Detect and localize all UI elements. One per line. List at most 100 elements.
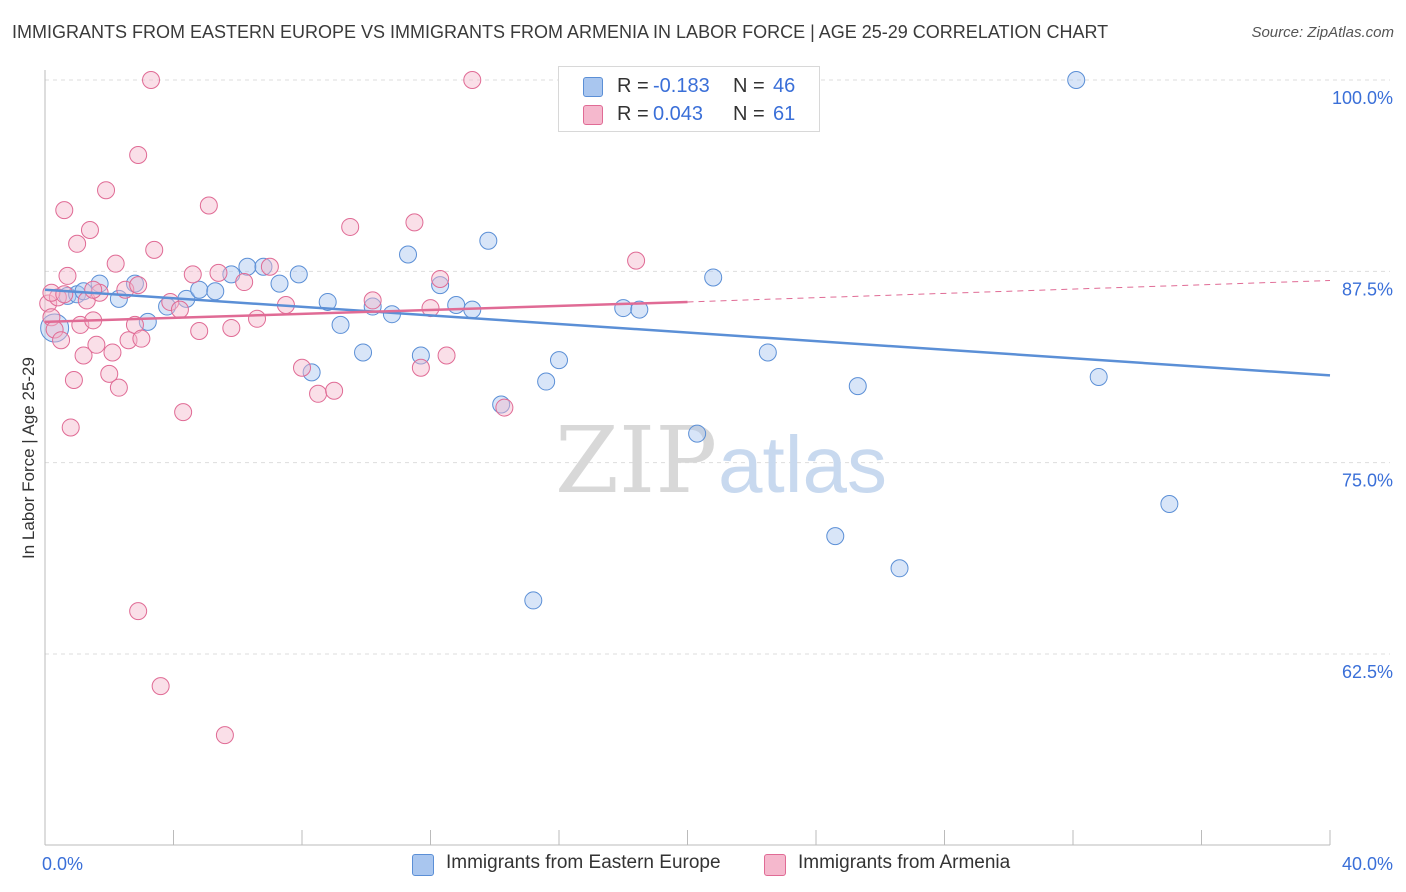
point-eastern-europe — [254, 257, 273, 276]
point-armenia — [437, 346, 456, 365]
bottom-legend-swatch-blue — [412, 854, 434, 876]
point-armenia — [55, 285, 74, 304]
point-armenia — [87, 335, 106, 354]
bottom-legend-label: Immigrants from Armenia — [798, 852, 1011, 873]
point-eastern-europe — [1067, 71, 1086, 89]
point-eastern-europe — [826, 527, 845, 546]
legend-n-value: 46 — [773, 75, 796, 97]
point-eastern-europe — [302, 363, 321, 382]
chart-title: IMMIGRANTS FROM EASTERN EUROPE VS IMMIGR… — [12, 22, 1109, 42]
point-eastern-europe — [289, 265, 308, 284]
point-armenia — [260, 257, 279, 276]
point-eastern-europe — [630, 300, 649, 319]
point-armenia — [431, 269, 450, 288]
point-armenia — [74, 346, 93, 365]
point-eastern-europe — [848, 377, 867, 396]
trend-line-armenia — [44, 300, 688, 324]
point-armenia — [248, 309, 267, 328]
point-eastern-europe — [354, 343, 373, 362]
point-eastern-europe — [399, 245, 418, 264]
legend-n-label: N = — [733, 103, 765, 125]
point-armenia — [55, 201, 74, 220]
point-armenia — [215, 726, 234, 745]
point-armenia — [142, 71, 161, 89]
y-tick-label: 75.0% — [1342, 471, 1393, 491]
point-armenia — [325, 381, 344, 400]
point-eastern-europe — [704, 268, 723, 287]
point-eastern-europe — [688, 424, 707, 443]
trend-line-eastern-europe — [44, 288, 1331, 377]
y-tick-label: 100.0% — [1332, 88, 1393, 108]
point-armenia — [199, 196, 218, 215]
x-tick-label: 0.0% — [42, 854, 83, 874]
point-eastern-europe — [447, 296, 466, 315]
point-armenia — [68, 234, 87, 253]
legend-r-label: R = — [617, 75, 649, 97]
point-armenia — [61, 418, 80, 437]
point-armenia — [39, 294, 58, 313]
watermark-atlas: atlas — [718, 420, 887, 509]
point-armenia — [84, 280, 103, 299]
point-armenia — [170, 300, 189, 319]
point-eastern-europe — [190, 280, 209, 299]
source-label: Source: ZipAtlas.com — [1251, 24, 1394, 41]
point-eastern-europe — [1160, 494, 1179, 513]
point-eastern-europe — [125, 274, 144, 293]
point-armenia — [119, 331, 138, 350]
point-armenia — [132, 329, 151, 348]
point-eastern-europe — [537, 372, 556, 391]
point-eastern-europe — [758, 343, 777, 362]
stats-legend: R = -0.183 N = 46 R = 0.043 N = 61 — [558, 66, 820, 132]
point-armenia — [627, 251, 646, 270]
y-tick-label: 62.5% — [1342, 662, 1393, 682]
legend-r-label: R = — [617, 103, 649, 125]
watermark-zip: ZIP — [555, 407, 717, 514]
gridlines — [45, 79, 1390, 655]
point-armenia — [58, 266, 77, 285]
point-armenia — [52, 331, 71, 350]
legend-r-value: 0.043 — [653, 103, 704, 125]
point-armenia — [64, 371, 83, 390]
point-armenia — [103, 343, 122, 362]
legend-r-value: -0.183 — [653, 75, 710, 97]
point-eastern-europe — [614, 299, 633, 318]
legend-swatch-blue — [583, 77, 603, 97]
point-armenia — [209, 263, 228, 282]
point-armenia — [100, 364, 119, 383]
point-eastern-europe — [411, 346, 430, 365]
point-armenia — [495, 398, 514, 417]
point-eastern-europe — [331, 315, 350, 334]
point-armenia — [129, 602, 148, 621]
legend-swatch-pink — [583, 105, 603, 125]
legend-n-value: 61 — [773, 103, 796, 125]
point-eastern-europe — [238, 257, 257, 276]
bottom-legend-swatch-pink — [764, 854, 786, 876]
point-armenia — [293, 358, 311, 377]
point-armenia — [411, 358, 430, 377]
bottom-legend-label: Immigrants from Eastern Europe — [446, 852, 721, 873]
point-armenia — [151, 677, 170, 696]
y-tick-label: 87.5% — [1342, 279, 1393, 299]
point-armenia — [190, 322, 209, 341]
point-armenia — [174, 403, 193, 422]
point-armenia — [42, 283, 61, 302]
point-eastern-europe — [550, 351, 568, 370]
point-eastern-europe — [318, 292, 337, 311]
point-armenia — [80, 221, 99, 240]
point-eastern-europe — [492, 395, 511, 414]
point-eastern-europe — [270, 274, 289, 293]
point-armenia — [106, 254, 125, 273]
legend-n-label: N = — [733, 75, 765, 97]
trend-lines — [44, 280, 1331, 377]
point-armenia — [405, 213, 424, 232]
point-armenia — [222, 318, 241, 337]
point-armenia — [109, 378, 128, 397]
point-armenia — [309, 384, 328, 403]
point-armenia — [341, 217, 360, 236]
trend-line-armenia-extension — [687, 280, 1331, 303]
point-eastern-europe — [1089, 367, 1108, 386]
point-eastern-europe — [206, 282, 225, 301]
point-armenia — [129, 146, 148, 165]
point-armenia — [129, 276, 148, 295]
point-eastern-europe — [524, 591, 543, 610]
